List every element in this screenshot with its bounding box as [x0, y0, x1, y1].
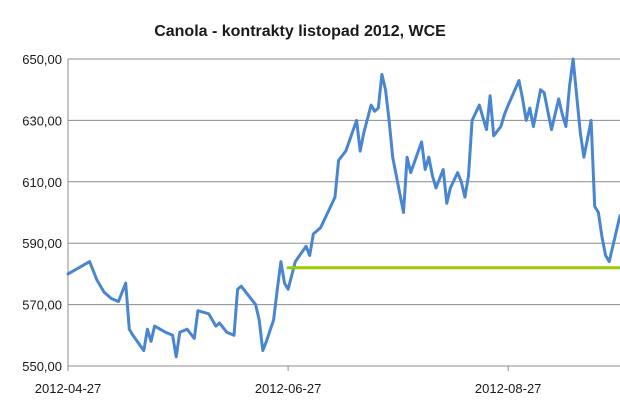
y-tick-label: 550,00 [22, 359, 62, 374]
x-tick-labels: 2012-04-27 2012-06-27 2012-08-27 [35, 381, 542, 396]
price-series-line [66, 57, 620, 359]
y-tick-label: 650,00 [22, 52, 62, 67]
y-tick-label: 590,00 [22, 236, 62, 251]
series-lines [66, 57, 620, 359]
y-tick-labels: 550,00 570,00 590,00 610,00 630,00 650,00 [22, 52, 62, 374]
axes [67, 59, 620, 371]
x-tick-label: 2012-06-27 [255, 381, 322, 396]
y-tick-label: 630,00 [22, 113, 62, 128]
x-tick-label: 2012-04-27 [35, 381, 102, 396]
y-tick-label: 570,00 [22, 298, 62, 313]
chart-title: Canola - kontrakty listopad 2012, WCE [154, 23, 446, 40]
y-tick-label: 610,00 [22, 175, 62, 190]
x-tick-label: 2012-08-27 [475, 381, 542, 396]
